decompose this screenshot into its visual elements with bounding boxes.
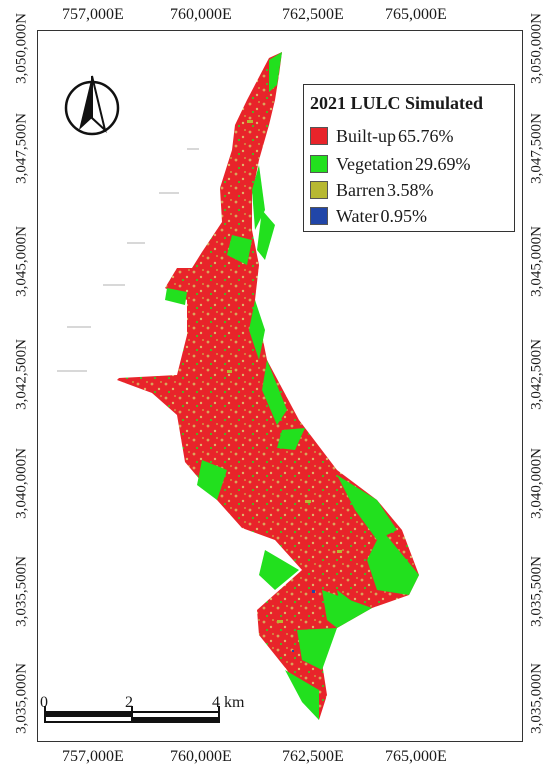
y-tick-left-5: 3,040,000N	[13, 448, 30, 519]
legend-swatch-built-up	[310, 127, 328, 145]
legend-swatch-barren	[310, 181, 328, 199]
water-patches	[292, 590, 315, 652]
legend-label-barren: Barren	[336, 179, 385, 200]
y-tick-left-7: 3,035,000N	[13, 663, 30, 734]
legend-label-vegetation: Vegetation	[336, 153, 413, 174]
y-tick-left-3: 3,045,000N	[13, 226, 30, 297]
north-arrow-icon	[64, 75, 120, 136]
x-tick-bottom-1: 757,000E	[62, 748, 124, 765]
legend: 2021 LULC Simulated Built-up 65.76% Vege…	[303, 84, 515, 232]
y-tick-left-6: 3,035,500N	[13, 556, 30, 627]
scale-label-0: 0	[40, 694, 48, 711]
vegetation-patches	[165, 52, 419, 720]
y-tick-right-4: 3,042,500N	[528, 339, 545, 410]
y-tick-left-1: 3,050,000N	[13, 13, 30, 84]
legend-label-built-up: Built-up	[336, 125, 397, 146]
x-tick-bottom-2: 760,000E	[170, 748, 232, 765]
y-tick-right-5: 3,040,000N	[528, 448, 545, 519]
legend-title: 2021 LULC Simulated	[310, 93, 484, 113]
y-tick-left-2: 3,047,500N	[13, 113, 30, 184]
legend-value-barren: 3.58%	[386, 179, 434, 200]
x-tick-top-4: 765,000E	[385, 6, 447, 23]
map-frame	[37, 30, 523, 742]
x-tick-top-1: 757,000E	[62, 6, 124, 23]
scale-label-2: 2	[125, 694, 133, 711]
y-tick-right-3: 3,045,000N	[528, 226, 545, 297]
legend-value-water: 0.95%	[380, 205, 428, 226]
y-tick-left-4: 3,042,500N	[13, 339, 30, 410]
y-tick-right-1: 3,050,000N	[528, 13, 545, 84]
scale-bar	[44, 706, 220, 723]
legend-swatch-vegetation	[310, 155, 328, 173]
scale-label-4: 4 km	[212, 694, 245, 711]
legend-value-built-up: 65.76%	[398, 125, 454, 146]
y-tick-right-7: 3,035,000N	[528, 663, 545, 734]
legend-item-vegetation: Vegetation 29.69%	[310, 153, 470, 175]
legend-item-water: Water 0.95%	[310, 205, 427, 227]
legend-swatch-water	[310, 207, 328, 225]
lulc-map	[57, 52, 419, 720]
legend-value-vegetation: 29.69%	[414, 153, 471, 174]
legend-label-water: Water	[336, 205, 379, 226]
x-tick-top-3: 762,500E	[282, 6, 344, 23]
x-tick-bottom-3: 762,500E	[282, 748, 344, 765]
x-tick-top-2: 760,000E	[170, 6, 232, 23]
legend-item-barren: Barren 3.58%	[310, 179, 433, 201]
y-tick-right-6: 3,035,500N	[528, 556, 545, 627]
background-noise	[57, 148, 199, 372]
x-tick-bottom-4: 765,000E	[385, 748, 447, 765]
legend-item-built-up: Built-up 65.76%	[310, 125, 454, 147]
y-tick-right-2: 3,047,500N	[528, 113, 545, 184]
barren-patches	[227, 120, 342, 623]
